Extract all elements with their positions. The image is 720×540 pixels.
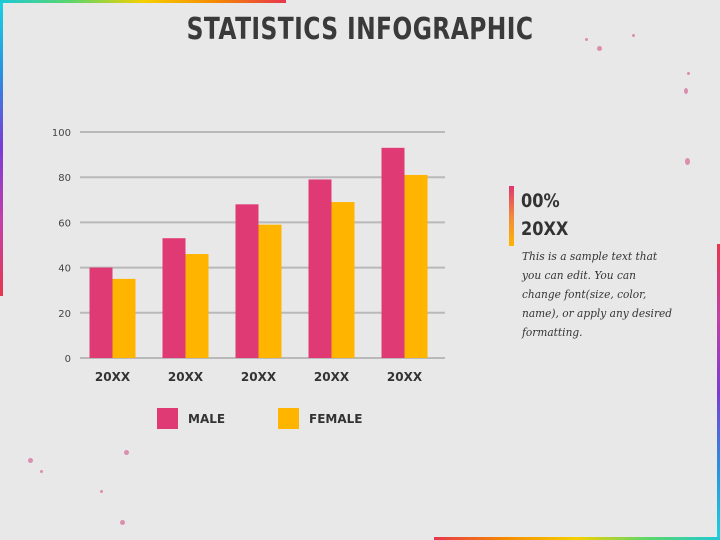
decor-speck xyxy=(120,520,125,525)
decor-speck xyxy=(100,490,103,493)
description-text: This is a sample text that you can edit.… xyxy=(522,249,673,339)
decor-speck xyxy=(28,458,33,463)
legend-item-male: MALE xyxy=(157,408,225,429)
frame-accent-bottom xyxy=(434,537,720,540)
decor-speck xyxy=(684,88,688,94)
accent-bar xyxy=(509,186,514,246)
x-tick-label: 20XX xyxy=(168,370,204,384)
x-tick-label: 20XX xyxy=(241,370,277,384)
page-title: STATISTICS INFOGRAPHIC xyxy=(186,12,534,47)
x-tick-label: 20XX xyxy=(314,370,350,384)
bar-layer xyxy=(89,147,428,358)
stat-percent: 00% xyxy=(521,190,560,212)
bar-male xyxy=(381,147,405,358)
x-tick-label: 20XX xyxy=(387,370,423,384)
decor-speck xyxy=(124,450,129,455)
bar-female xyxy=(331,202,355,358)
legend-label-female: FEMALE xyxy=(309,411,363,426)
frame-accent-top xyxy=(0,0,286,3)
legend-label-male: MALE xyxy=(188,411,226,426)
bar-male xyxy=(235,204,259,358)
legend-item-female: FEMALE xyxy=(278,408,362,429)
decor-speck xyxy=(685,158,690,165)
decor-speck xyxy=(585,38,588,41)
stat-year: 20XX xyxy=(521,218,569,240)
bar-female xyxy=(258,224,282,358)
label-layer: 0 20 40 60 80 100 20XX 20XX 20XX 20XX 20XX xyxy=(52,128,423,384)
bar-female xyxy=(185,254,209,358)
bar-female xyxy=(112,278,136,358)
bar-male xyxy=(89,267,113,358)
legend-swatch-male xyxy=(157,408,178,429)
frame-accent-right xyxy=(717,244,720,540)
bar-female xyxy=(404,174,428,358)
y-tick-label: 60 xyxy=(58,218,71,229)
bar-male xyxy=(308,179,332,358)
y-tick-label: 80 xyxy=(58,173,71,184)
decor-speck xyxy=(687,72,690,75)
decor-speck xyxy=(40,470,43,473)
y-tick-label: 100 xyxy=(52,128,71,139)
y-tick-label: 20 xyxy=(58,309,71,320)
x-tick-label: 20XX xyxy=(95,370,131,384)
frame-accent-left xyxy=(0,0,3,296)
legend-swatch-female xyxy=(278,408,299,429)
decor-speck xyxy=(597,46,602,51)
y-tick-label: 40 xyxy=(58,264,71,275)
bar-male xyxy=(162,238,186,358)
y-tick-label: 0 xyxy=(65,354,71,365)
decor-speck xyxy=(632,34,635,37)
